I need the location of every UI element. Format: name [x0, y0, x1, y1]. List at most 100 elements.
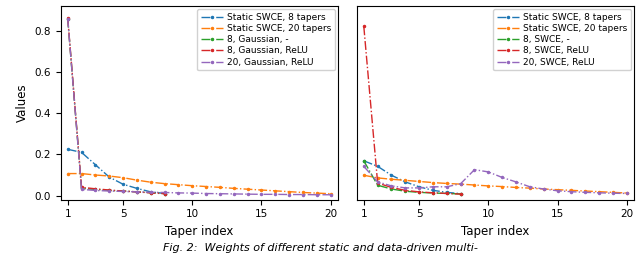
Static SWCE, 20 tapers [271, 189, 279, 192]
Static SWCE, 20 tapers [230, 187, 237, 190]
8, Gaussian, ReLU [92, 187, 99, 190]
Static SWCE, 20 tapers [106, 175, 113, 178]
8, Gaussian, - [64, 17, 72, 20]
20, Gaussian, ReLU [92, 189, 99, 192]
Static SWCE, 20 tapers [512, 186, 520, 189]
20, Gaussian, ReLU [313, 193, 321, 196]
20, Gaussian, ReLU [106, 189, 113, 193]
20, SWCE, ReLU [443, 185, 451, 188]
20, SWCE, ReLU [526, 185, 534, 188]
Static SWCE, 20 tapers [299, 191, 307, 194]
Static SWCE, 20 tapers [623, 191, 630, 195]
Static SWCE, 20 tapers [77, 172, 85, 175]
20, Gaussian, ReLU [327, 193, 335, 196]
8, Gaussian, - [161, 192, 168, 195]
Line: Static SWCE, 8 tapers: Static SWCE, 8 tapers [362, 159, 463, 196]
8, SWCE, ReLU [443, 192, 451, 195]
Static SWCE, 20 tapers [401, 179, 409, 182]
Static SWCE, 20 tapers [374, 176, 381, 179]
8, Gaussian, - [92, 188, 99, 191]
Static SWCE, 8 tapers [119, 183, 127, 186]
8, SWCE, ReLU [415, 190, 423, 194]
20, SWCE, ReLU [512, 180, 520, 184]
Static SWCE, 8 tapers [388, 174, 396, 177]
Static SWCE, 20 tapers [484, 184, 492, 187]
20, Gaussian, ReLU [133, 190, 141, 193]
8, SWCE, ReLU [401, 189, 409, 192]
8, Gaussian, - [119, 189, 127, 193]
8, Gaussian, - [147, 191, 155, 194]
20, SWCE, ReLU [429, 185, 437, 188]
20, Gaussian, ReLU [64, 17, 72, 20]
20, Gaussian, ReLU [175, 191, 182, 194]
Line: 8, SWCE, ReLU: 8, SWCE, ReLU [362, 24, 463, 196]
8, SWCE, - [388, 187, 396, 190]
8, SWCE, ReLU [457, 193, 465, 196]
Static SWCE, 20 tapers [133, 179, 141, 182]
Static SWCE, 20 tapers [415, 180, 423, 183]
8, SWCE, - [443, 192, 451, 195]
20, Gaussian, ReLU [188, 191, 196, 195]
8, Gaussian, - [77, 187, 85, 190]
Text: Fig. 2:  Weights of different static and data-driven multi-: Fig. 2: Weights of different static and … [163, 243, 477, 253]
Static SWCE, 8 tapers [360, 159, 367, 162]
8, SWCE, - [457, 192, 465, 195]
8, Gaussian, ReLU [64, 16, 72, 19]
8, SWCE, - [360, 159, 367, 162]
20, SWCE, ReLU [484, 170, 492, 174]
Static SWCE, 20 tapers [388, 178, 396, 181]
Static SWCE, 20 tapers [147, 181, 155, 184]
Static SWCE, 20 tapers [92, 174, 99, 177]
20, SWCE, ReLU [595, 191, 603, 194]
8, SWCE, - [429, 191, 437, 195]
Line: 8, SWCE, -: 8, SWCE, - [362, 159, 463, 196]
20, Gaussian, ReLU [161, 191, 168, 194]
20, Gaussian, ReLU [271, 193, 279, 196]
8, SWCE, ReLU [429, 191, 437, 194]
Line: 8, Gaussian, -: 8, Gaussian, - [66, 17, 166, 196]
Line: Static SWCE, 8 tapers: Static SWCE, 8 tapers [66, 147, 166, 196]
Static SWCE, 8 tapers [443, 191, 451, 194]
Static SWCE, 8 tapers [147, 190, 155, 193]
8, SWCE, ReLU [360, 25, 367, 28]
Static SWCE, 8 tapers [401, 180, 409, 184]
Static SWCE, 20 tapers [202, 185, 210, 188]
Static SWCE, 20 tapers [244, 188, 252, 191]
8, Gaussian, ReLU [106, 188, 113, 191]
20, SWCE, ReLU [470, 168, 478, 171]
20, SWCE, ReLU [401, 186, 409, 189]
20, Gaussian, ReLU [285, 193, 293, 196]
20, SWCE, ReLU [374, 180, 381, 184]
Static SWCE, 8 tapers [161, 192, 168, 195]
Static SWCE, 20 tapers [595, 190, 603, 193]
Static SWCE, 20 tapers [216, 186, 224, 189]
20, Gaussian, ReLU [230, 193, 237, 196]
20, SWCE, ReLU [457, 182, 465, 185]
20, SWCE, ReLU [360, 165, 367, 168]
20, Gaussian, ReLU [299, 193, 307, 196]
Legend: Static SWCE, 8 tapers, Static SWCE, 20 tapers, 8, SWCE, -, 8, SWCE, ReLU, 20, SW: Static SWCE, 8 tapers, Static SWCE, 20 t… [493, 9, 631, 70]
Static SWCE, 20 tapers [554, 188, 561, 191]
Static SWCE, 20 tapers [443, 182, 451, 185]
20, Gaussian, ReLU [244, 193, 252, 196]
Static SWCE, 20 tapers [175, 183, 182, 186]
8, Gaussian, ReLU [133, 190, 141, 193]
8, SWCE, ReLU [388, 186, 396, 189]
Line: 20, Gaussian, ReLU: 20, Gaussian, ReLU [66, 17, 333, 197]
Static SWCE, 20 tapers [327, 192, 335, 195]
8, Gaussian, - [106, 189, 113, 192]
Static SWCE, 8 tapers [133, 187, 141, 190]
20, Gaussian, ReLU [119, 190, 127, 193]
Static SWCE, 8 tapers [429, 189, 437, 192]
Static SWCE, 20 tapers [285, 190, 293, 193]
20, Gaussian, ReLU [147, 191, 155, 194]
Line: Static SWCE, 20 tapers: Static SWCE, 20 tapers [66, 172, 333, 196]
8, Gaussian, ReLU [77, 186, 85, 189]
8, SWCE, ReLU [374, 182, 381, 185]
Static SWCE, 8 tapers [64, 148, 72, 151]
X-axis label: Taper index: Taper index [165, 225, 234, 238]
Static SWCE, 20 tapers [499, 185, 506, 188]
Static SWCE, 20 tapers [313, 191, 321, 195]
8, SWCE, - [401, 190, 409, 193]
Y-axis label: Values: Values [16, 84, 29, 122]
